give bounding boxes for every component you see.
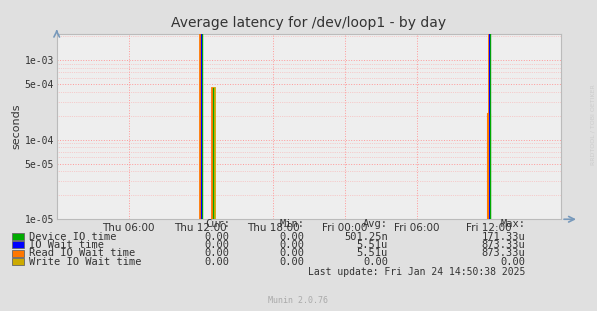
Text: Munin 2.0.76: Munin 2.0.76: [269, 296, 328, 305]
Text: 0.00: 0.00: [279, 257, 304, 267]
Text: Device IO time: Device IO time: [29, 232, 116, 242]
Text: Read IO Wait time: Read IO Wait time: [29, 248, 135, 258]
Text: 0.00: 0.00: [279, 232, 304, 242]
Text: RRDTOOL / TOBI OETIKER: RRDTOOL / TOBI OETIKER: [590, 84, 595, 165]
Text: 873.33u: 873.33u: [482, 248, 525, 258]
Text: Max:: Max:: [500, 219, 525, 229]
Text: 171.33u: 171.33u: [482, 232, 525, 242]
Title: Average latency for /dev/loop1 - by day: Average latency for /dev/loop1 - by day: [171, 16, 447, 30]
Text: 5.51u: 5.51u: [357, 248, 388, 258]
Text: 0.00: 0.00: [205, 232, 230, 242]
Text: 0.00: 0.00: [205, 257, 230, 267]
Text: Min:: Min:: [279, 219, 304, 229]
Text: 0.00: 0.00: [500, 257, 525, 267]
Text: 873.33u: 873.33u: [482, 240, 525, 250]
Text: 0.00: 0.00: [205, 240, 230, 250]
Text: 5.51u: 5.51u: [357, 240, 388, 250]
Text: Last update: Fri Jan 24 14:50:38 2025: Last update: Fri Jan 24 14:50:38 2025: [308, 267, 525, 277]
Text: 0.00: 0.00: [363, 257, 388, 267]
Text: Write IO Wait time: Write IO Wait time: [29, 257, 141, 267]
Text: Cur:: Cur:: [205, 219, 230, 229]
Text: 0.00: 0.00: [279, 240, 304, 250]
Text: Avg:: Avg:: [363, 219, 388, 229]
Y-axis label: seconds: seconds: [12, 104, 21, 150]
Text: IO Wait time: IO Wait time: [29, 240, 104, 250]
Text: 501.25n: 501.25n: [344, 232, 388, 242]
Text: 0.00: 0.00: [205, 248, 230, 258]
Text: 0.00: 0.00: [279, 248, 304, 258]
